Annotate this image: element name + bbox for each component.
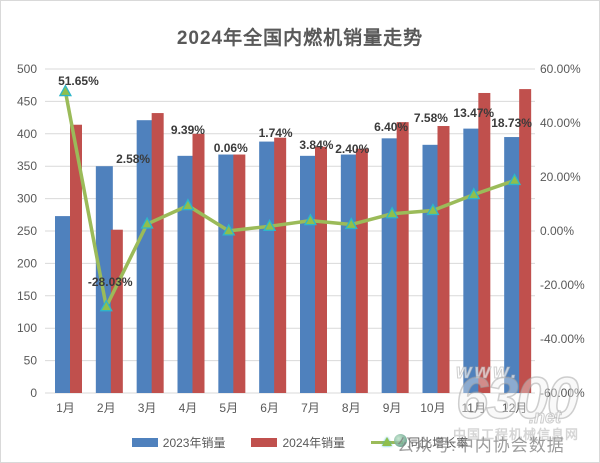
x-axis-label: 3月 <box>138 401 157 415</box>
bar-2024-6月 <box>274 137 287 393</box>
bar-2024-2月 <box>110 229 123 393</box>
data-label-12月: 18.73% <box>491 116 532 130</box>
x-axis-label: 4月 <box>179 401 198 415</box>
x-axis-label: 2月 <box>97 401 116 415</box>
x-axis-label: 8月 <box>342 401 361 415</box>
growth-marker-11月 <box>467 187 481 200</box>
bar-2023-3月 <box>136 120 154 393</box>
left-axis-tick-label: 250 <box>17 224 37 238</box>
right-axis-tick-label: 40.00% <box>540 116 581 130</box>
left-axis-tick-label: 200 <box>17 256 37 270</box>
legend-label-2023: 2023年销量 <box>162 435 226 450</box>
legend-item-2023: 2023年销量 <box>131 434 226 451</box>
bar-2024-7月 <box>315 146 327 393</box>
bar-2023-2月 <box>95 166 113 393</box>
right-axis-tick-label: -40.00% <box>540 332 585 346</box>
growth-line <box>63 89 517 309</box>
legend-item-growth: 同比增长率 <box>371 434 468 451</box>
data-label-2月: -28.03% <box>88 275 133 289</box>
data-label-9月: 6.40% <box>374 120 408 134</box>
right-axis-tick-label: -20.00% <box>540 278 585 292</box>
x-axis-label: 6月 <box>260 401 279 415</box>
right-axis-tick-label: 0.00% <box>540 224 574 238</box>
growth-marker-9月 <box>385 206 399 219</box>
growth-marker-12月 <box>507 173 522 186</box>
right-axis-tick-label: -60.00% <box>540 386 585 400</box>
bar-2024-8月 <box>355 148 368 393</box>
growth-marker-10月 <box>426 203 440 216</box>
bar-2023-12月 <box>504 137 522 393</box>
bar-2023-6月 <box>259 141 277 393</box>
left-axis-tick-label: 450 <box>17 94 37 108</box>
growth-marker-1月 <box>58 84 73 97</box>
x-axis-label: 11月 <box>462 401 486 415</box>
x-axis-label: 5月 <box>219 401 238 415</box>
bar-2024-5月 <box>233 154 246 393</box>
legend-label-2024: 2024年销量 <box>282 435 346 450</box>
left-axis-tick-label: 0 <box>30 386 37 400</box>
data-label-10月: 7.58% <box>414 111 448 125</box>
bar-2023-7月 <box>300 155 317 393</box>
bar-2024-9月 <box>396 122 409 394</box>
legend-swatch-2023-icon <box>131 437 158 447</box>
left-axis-tick-label: 500 <box>17 62 37 76</box>
data-label-1月: 51.65% <box>58 74 99 88</box>
data-label-3月: 2.58% <box>116 152 150 166</box>
left-axis-tick-label: 350 <box>17 159 37 173</box>
growth-marker-8月 <box>344 217 358 230</box>
bar-2024-12月 <box>519 89 532 393</box>
data-label-8月: 2.40% <box>335 142 369 156</box>
bar-2024-10月 <box>437 126 450 394</box>
bar-2023-9月 <box>381 138 399 393</box>
left-axis-tick-label: 100 <box>17 321 37 335</box>
bar-2024-3月 <box>151 113 164 394</box>
bar-2024-11月 <box>478 92 491 393</box>
x-axis-label: 1月 <box>56 401 75 415</box>
left-axis-tick-label: 150 <box>17 289 37 303</box>
left-axis-tick-label: 400 <box>17 127 37 141</box>
growth-marker-5月 <box>222 223 236 236</box>
data-label-6月: 1.74% <box>259 126 293 140</box>
bar-2024-4月 <box>192 133 205 394</box>
data-label-5月: 0.06% <box>214 141 248 155</box>
bar-2023-11月 <box>463 128 481 393</box>
data-label-4月: 9.39% <box>171 123 205 137</box>
growth-marker-7月 <box>303 213 318 226</box>
data-label-11月: 13.47% <box>453 106 494 120</box>
data-label-7月: 3.84% <box>299 138 333 152</box>
bar-2023-5月 <box>218 154 236 393</box>
chart-legend: 2023年销量 2024年销量 同比增长率 <box>1 431 599 453</box>
legend-label-growth: 同比增长率 <box>408 435 469 450</box>
right-axis-tick-label: 60.00% <box>540 62 581 76</box>
legend-swatch-2024-icon <box>251 437 278 447</box>
bar-2023-4月 <box>177 155 195 393</box>
growth-marker-3月 <box>140 216 154 229</box>
legend-item-2024: 2024年销量 <box>251 434 345 451</box>
left-axis-tick-label: 50 <box>24 354 38 368</box>
bar-2023-10月 <box>422 144 440 393</box>
growth-marker-6月 <box>262 218 277 231</box>
x-axis-label: 9月 <box>383 401 402 415</box>
legend-line-triangle-icon <box>371 436 404 448</box>
left-axis-tick-label: 300 <box>17 192 37 206</box>
bar-2024-1月 <box>70 124 82 393</box>
bar-2023-1月 <box>55 216 72 393</box>
growth-marker-4月 <box>181 198 195 211</box>
chart-title: 2024年全国内燃机销量走势 <box>176 28 424 49</box>
bar-2023-8月 <box>340 154 358 393</box>
x-axis-label: 7月 <box>301 401 320 415</box>
right-axis-tick-label: 20.00% <box>540 170 581 184</box>
x-axis-label: 10月 <box>420 401 445 415</box>
growth-marker-2月 <box>99 299 113 312</box>
x-axis-label: 12月 <box>502 401 527 415</box>
